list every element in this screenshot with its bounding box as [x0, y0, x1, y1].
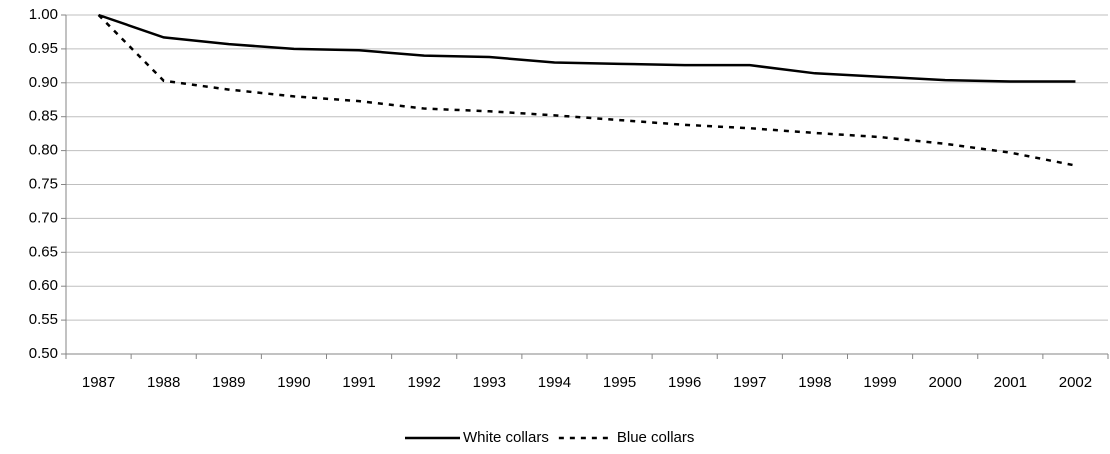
x-tick-label: 1998: [798, 374, 831, 391]
x-tick-label: 1993: [473, 374, 506, 391]
y-tick-label: 0.75: [29, 175, 58, 192]
y-tick-label: 1.00: [29, 6, 58, 23]
x-tick-label: 1996: [668, 374, 701, 391]
x-tick-label: 1994: [538, 374, 571, 391]
y-tick-label: 0.70: [29, 209, 58, 226]
x-tick-label: 1989: [212, 374, 245, 391]
x-tick-label: 1991: [342, 374, 375, 391]
legend-label: Blue collars: [617, 429, 695, 446]
series-line: [98, 13, 1076, 83]
x-tick-label: 1995: [603, 374, 636, 391]
series-line: [97, 14, 1076, 167]
y-tick-label: 0.65: [29, 243, 58, 260]
y-tick-label: 0.90: [29, 74, 58, 91]
legend-label: White collars: [463, 429, 549, 446]
y-tick-label: 0.50: [29, 345, 58, 362]
x-tick-label: 1988: [147, 374, 180, 391]
x-tick-label: 2000: [929, 374, 962, 391]
x-tick-label: 1997: [733, 374, 766, 391]
x-tick-label: 1999: [863, 374, 896, 391]
y-tick-label: 0.60: [29, 277, 58, 294]
y-tick-label: 0.85: [29, 108, 58, 125]
y-tick-label: 0.80: [29, 142, 58, 159]
y-tick-label: 0.95: [29, 40, 58, 57]
x-tick-label: 2002: [1059, 374, 1092, 391]
x-tick-label: 1990: [277, 374, 310, 391]
x-tick-label: 2001: [994, 374, 1027, 391]
x-tick-label: 1992: [408, 374, 441, 391]
y-tick-label: 0.55: [29, 311, 58, 328]
x-tick-label: 1987: [82, 374, 115, 391]
